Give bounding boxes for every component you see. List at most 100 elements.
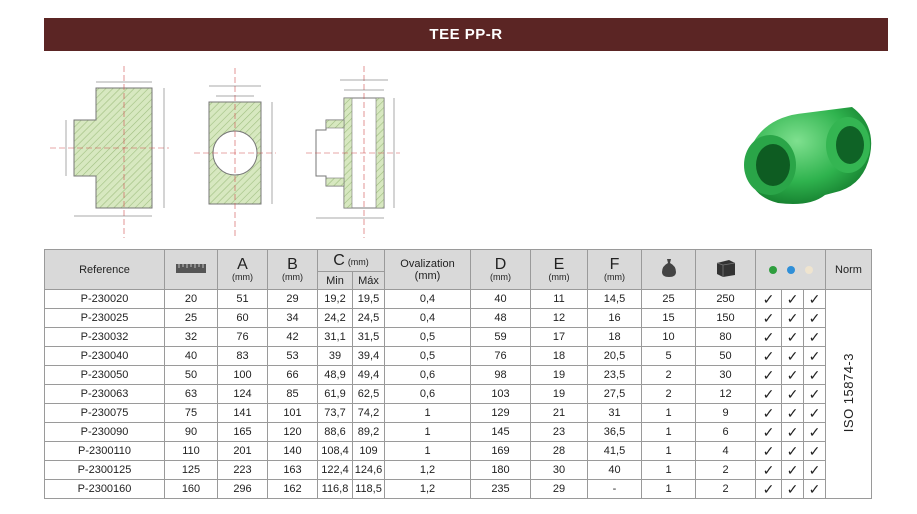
cell-bag: 1	[641, 460, 696, 480]
page-title: TEE PP-R	[429, 26, 503, 43]
cell-cmin: 48,9	[317, 365, 353, 385]
header-f: F (mm)	[587, 249, 642, 290]
cell-box: 4	[695, 441, 756, 461]
cell-box: 2	[695, 479, 756, 499]
check-mark: ✓	[781, 384, 804, 404]
cell-box: 50	[695, 346, 756, 366]
header-b: B (mm)	[267, 249, 318, 290]
check-mark: ✓	[781, 365, 804, 385]
cell-box: 2	[695, 460, 756, 480]
cell-a: 100	[217, 365, 268, 385]
cell-box: 12	[695, 384, 756, 404]
cell-b: 120	[267, 422, 318, 442]
cell-oval: 1	[384, 422, 471, 442]
table-row: P-2300160 160 296 162 116,8 118,5 1,2 235 29-1 2 ✓…	[44, 479, 872, 499]
cell-b: 162	[267, 479, 318, 499]
cell-ref: P-230040	[44, 346, 165, 366]
cell-oval: 0,4	[384, 308, 471, 328]
cell-oval: 0,5	[384, 327, 471, 347]
check-mark: ✓	[781, 460, 804, 480]
beige-color-dot	[804, 265, 813, 274]
header-colors	[755, 249, 826, 290]
title-bar: TEE PP-R	[44, 18, 888, 51]
spec-table: Reference A (mm) B (mm) C (mm) Ovalization…	[44, 249, 872, 499]
tee-section-view	[306, 66, 400, 238]
cell-d: 76	[470, 346, 531, 366]
check-mark: ✓	[755, 403, 782, 423]
cell-e: 23	[530, 422, 588, 442]
cell-ref: P-230025	[44, 308, 165, 328]
cell-cmax: 31,5	[352, 327, 385, 347]
cell-a: 83	[217, 346, 268, 366]
check-mark: ✓	[755, 346, 782, 366]
cell-d: 129	[470, 403, 531, 423]
cell-d: 48	[470, 308, 531, 328]
cell-cmax: 124,6	[352, 460, 385, 480]
table-row: P-230025 25 60 34 24,2 24,5 0,4 48 12 16 15 150 ✓ ✓ ✓	[44, 308, 872, 328]
header-bag	[641, 249, 696, 290]
table-row: P-230075 75 141 101 73,7 74,2 1 129 21 31 1 9 ✓ ✓ ✓	[44, 403, 872, 423]
cell-a: 124	[217, 384, 268, 404]
cell-oval: 0,6	[384, 365, 471, 385]
cell-b: 163	[267, 460, 318, 480]
check-mark: ✓	[755, 365, 782, 385]
check-mark: ✓	[755, 441, 782, 461]
cell-d: 59	[470, 327, 531, 347]
cell-f: 41,5	[587, 441, 642, 461]
cell-cmin: 122,4	[317, 460, 353, 480]
header-c-min: Min	[317, 271, 353, 290]
cell-f: 27,5	[587, 384, 642, 404]
cell-ref: P-230020	[44, 289, 165, 309]
cell-cmin: 31,1	[317, 327, 353, 347]
cell-f: 20,5	[587, 346, 642, 366]
check-mark: ✓	[803, 403, 826, 423]
cell-cmin: 39	[317, 346, 353, 366]
table-row: P-2300125 125 223 163 122,4 124,6 1,2 180 30 40 1 2…	[44, 460, 872, 480]
cell-f: 36,5	[587, 422, 642, 442]
table-body: P-230020 20 51 29 19,2 19,5 0,4 40 11 14,5 25 250 ✓ ✓…	[44, 289, 872, 499]
cell-f: 16	[587, 308, 642, 328]
tee-side-view	[50, 66, 169, 238]
check-mark: ✓	[781, 346, 804, 366]
cell-b: 53	[267, 346, 318, 366]
cell-cmax: 62,5	[352, 384, 385, 404]
cell-oval: 0,4	[384, 289, 471, 309]
check-mark: ✓	[803, 460, 826, 480]
blue-color-dot	[786, 265, 795, 274]
check-mark: ✓	[803, 346, 826, 366]
check-mark: ✓	[781, 441, 804, 461]
cell-f: -	[587, 479, 642, 499]
check-mark: ✓	[755, 479, 782, 499]
cell-bag: 5	[641, 346, 696, 366]
cell-a: 51	[217, 289, 268, 309]
cell-b: 34	[267, 308, 318, 328]
cell-ref: P-230075	[44, 403, 165, 423]
cell-cmin: 24,2	[317, 308, 353, 328]
cell-bag: 1	[641, 479, 696, 499]
cell-bag: 1	[641, 441, 696, 461]
check-mark: ✓	[781, 289, 804, 309]
cell-cmin: 88,6	[317, 422, 353, 442]
tee-front-view	[194, 68, 276, 238]
cell-b: 66	[267, 365, 318, 385]
check-mark: ✓	[781, 422, 804, 442]
cell-d: 103	[470, 384, 531, 404]
cell-ref: P-230032	[44, 327, 165, 347]
cell-oval: 0,5	[384, 346, 471, 366]
header-norm: Norm	[825, 249, 872, 290]
cell-f: 18	[587, 327, 642, 347]
box-icon	[715, 260, 737, 281]
cell-ref: P-230090	[44, 422, 165, 442]
check-mark: ✓	[803, 479, 826, 499]
cell-bag: 2	[641, 365, 696, 385]
cell-cmin: 61,9	[317, 384, 353, 404]
table-row: P-2300110 110 201 140 108,4 109 1 169 28 41,5 1 4 ✓ ✓…	[44, 441, 872, 461]
norm-value: ISO 15874-3	[841, 352, 856, 433]
cell-cmin: 116,8	[317, 479, 353, 499]
cell-a: 296	[217, 479, 268, 499]
cell-cmax: 39,4	[352, 346, 385, 366]
cell-d: 40	[470, 289, 531, 309]
bag-icon	[661, 259, 677, 281]
cell-size: 125	[164, 460, 218, 480]
cell-box: 6	[695, 422, 756, 442]
